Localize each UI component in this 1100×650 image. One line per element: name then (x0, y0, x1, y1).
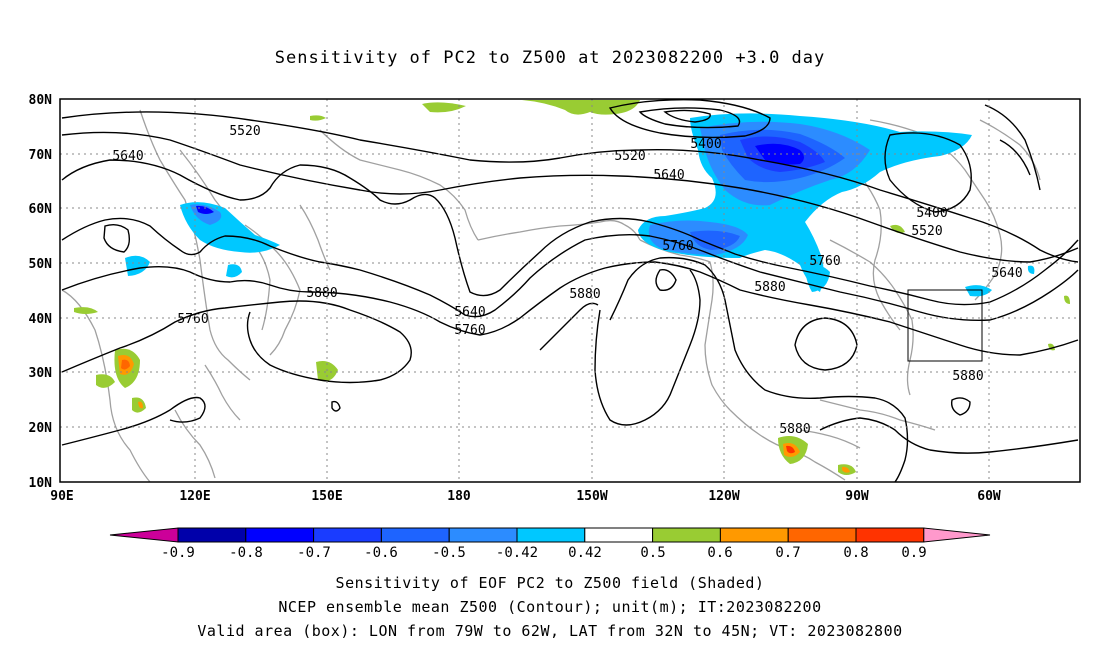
colorbar-swatch (448, 527, 518, 543)
colorbar-tick-label: 0.9 (901, 545, 926, 561)
colorbar-labels: -0.9 -0.8 -0.7 -0.6 -0.5 -0.42 0.42 0.5 … (161, 545, 927, 561)
lat-label: 10N (29, 476, 53, 491)
colorbar-swatch (380, 527, 450, 543)
contour-label: 5880 (754, 280, 785, 295)
colorbar-swatch (245, 527, 315, 543)
shade-positive-region (96, 374, 115, 388)
contour-label: 5520 (614, 149, 645, 164)
longitude-labels: 90E 120E 150E 180 150W 120W 90W 60W (50, 489, 1001, 504)
shade-negative-region (1027, 265, 1035, 274)
contour-label-group: 5520 5640 5520 5400 5640 5400 5520 5760 … (112, 124, 1022, 437)
lat-label: 50N (29, 257, 53, 272)
footer-line-contour: NCEP ensemble mean Z500 (Contour); unit(… (278, 598, 822, 616)
colorbar-tick-label: -0.8 (229, 545, 263, 561)
shade-positive-region (316, 361, 338, 382)
colorbar-tick-label: 0.5 (640, 545, 665, 561)
colorbar-tick-label: 0.6 (707, 545, 732, 561)
map-grid (60, 99, 1080, 482)
contour-label: 5640 (991, 266, 1022, 281)
colorbar-swatch (584, 527, 654, 543)
contour-label: 5880 (569, 287, 600, 302)
colorbar-swatch (855, 527, 925, 543)
contour-label: 5880 (952, 369, 983, 384)
contour-label: 5640 (454, 305, 485, 320)
colorbar-tick-label: -0.5 (432, 545, 466, 561)
shade-negative-region (196, 205, 214, 214)
contour-label: 5400 (916, 206, 947, 221)
lon-label: 150E (311, 489, 342, 504)
shade-negative-region (226, 264, 242, 278)
shade-negative-region (965, 285, 992, 297)
shade-positive-region (138, 401, 143, 409)
shade-negative-region (690, 230, 740, 250)
contour-label: 5640 (653, 168, 684, 183)
colorbar-swatch (719, 527, 789, 543)
map-frame (59, 98, 1081, 483)
lat-label: 80N (29, 93, 53, 108)
lon-label: 120E (179, 489, 210, 504)
colorbar-tick-label: -0.42 (496, 545, 538, 561)
z500-contours (61, 98, 1079, 483)
contour-label: 5520 (229, 124, 260, 139)
shade-negative-region (755, 143, 804, 165)
colorbar-left-tip (109, 527, 179, 543)
lon-label: 120W (708, 489, 739, 504)
contour-label: 5640 (112, 149, 143, 164)
colorbar-tick-label: 0.8 (843, 545, 868, 561)
lon-label: 90W (845, 489, 869, 504)
shade-positive-region (786, 445, 795, 454)
contour-label: 5400 (690, 137, 721, 152)
map-title: Sensitivity of PC2 to Z500 at 2023082200… (274, 48, 826, 68)
lat-label: 40N (29, 312, 53, 327)
colorbar-tick-label: -0.9 (161, 545, 195, 561)
valid-area-box (907, 289, 983, 362)
shade-positive-region (121, 359, 130, 370)
shade-positive-region (522, 100, 640, 115)
contour-label: 5880 (306, 286, 337, 301)
colorbar-tick-label: -0.7 (297, 545, 331, 561)
contour-label: 5880 (779, 422, 810, 437)
colorbar-swatch (313, 527, 382, 543)
lat-label: 20N (29, 421, 53, 436)
shade-positive-region (1064, 295, 1070, 304)
contour-label: 5520 (911, 224, 942, 239)
shade-positive-region (890, 224, 905, 234)
colorbar-swatch (787, 527, 857, 543)
shade-positive-region (842, 466, 850, 473)
footer-line-valid-area: Valid area (box): LON from 79W to 62W, L… (197, 622, 903, 640)
contour-label: 5760 (177, 312, 208, 327)
lon-label: 150W (576, 489, 607, 504)
colorbar-swatch (177, 527, 247, 543)
footer-line-shaded: Sensitivity of EOF PC2 to Z500 field (Sh… (335, 574, 765, 592)
contour-label: 5760 (809, 254, 840, 269)
lon-label: 60W (977, 489, 1001, 504)
colorbar-swatch (652, 527, 721, 543)
contour-label: 5760 (662, 239, 693, 254)
lat-label: 60N (29, 202, 53, 217)
shade-negative-region (125, 255, 150, 276)
shade-positive-region (310, 115, 326, 121)
colorbar-right-tip (923, 527, 991, 543)
colorbar-swatch (516, 527, 586, 543)
colorbar-tick-label: -0.6 (364, 545, 398, 561)
lat-label: 30N (29, 366, 53, 381)
shade-positive-region (422, 102, 466, 113)
shade-positive-region (74, 307, 98, 314)
colorbar-tick-label: 0.7 (775, 545, 800, 561)
colorbar (109, 527, 991, 543)
contour-label: 5760 (454, 323, 485, 338)
lat-label: 70N (29, 148, 53, 163)
latitude-labels: 80N 70N 60N 50N 40N 30N 20N 10N (29, 93, 53, 491)
lon-label: 180 (447, 489, 471, 504)
colorbar-tick-label: 0.42 (568, 545, 602, 561)
lon-label: 90E (50, 489, 73, 504)
